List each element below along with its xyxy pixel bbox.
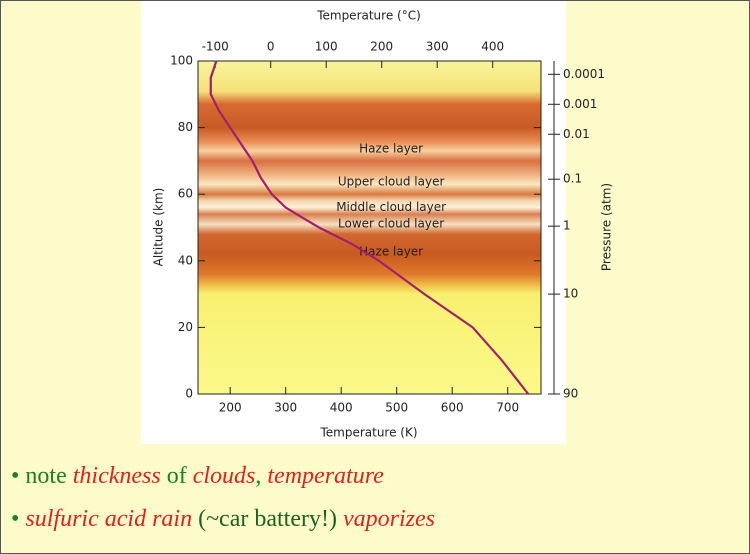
y-tick-label: 20 [178, 320, 193, 334]
bullet-text: thickness [73, 463, 161, 489]
y2-axis-title: Pressure (atm) [600, 183, 614, 271]
x2-tick-label: 100 [315, 40, 338, 54]
pressure-tick-label: 10 [563, 287, 578, 301]
bullet-2: • sulfuric acid rain (~car battery!) vap… [11, 506, 435, 533]
x2-tick-label: 400 [481, 40, 504, 54]
y-tick-label: 40 [178, 253, 193, 267]
chart: Temperature (°C) Temperature (K) Altitud… [1, 1, 749, 446]
bullet-1: • note thickness of clouds, temperature [11, 463, 384, 490]
bullet-mark: • [11, 506, 19, 532]
x-tick-label: 500 [385, 401, 408, 415]
x-tick-label: 600 [441, 401, 464, 415]
x-tick-label: 400 [330, 401, 353, 415]
bullet-text: note [25, 463, 72, 489]
bullet-text: , [255, 463, 267, 489]
x2-tick-label: 200 [370, 40, 393, 54]
bullet-text: clouds [193, 463, 256, 489]
bullet-text: temperature [267, 463, 383, 489]
x2-tick-label: -100 [202, 40, 229, 54]
y-tick-label: 100 [170, 54, 193, 68]
bullet-mark: • [11, 463, 19, 489]
y-tick-label: 60 [178, 187, 193, 201]
pressure-tick-label: 0.0001 [563, 67, 605, 81]
y-axis-title: Altitude (km) [152, 188, 166, 267]
layer-label: Upper cloud layer [338, 175, 445, 189]
pressure-tick-label: 0.01 [563, 127, 590, 141]
y-tick-label: 0 [185, 387, 193, 401]
x-tick-label: 300 [274, 401, 297, 415]
bullet-text: of [161, 463, 193, 489]
layer-label: Haze layer [359, 245, 423, 259]
x-tick-label: 700 [496, 401, 519, 415]
layer-label: Middle cloud layer [336, 200, 446, 214]
bullet-text: (~car battery!) [192, 506, 343, 532]
slide: Temperature (°C) Temperature (K) Altitud… [0, 0, 750, 554]
pressure-tick-label: 1 [563, 219, 571, 233]
x2-tick-label: 300 [426, 40, 449, 54]
x2-tick-label: 0 [267, 40, 275, 54]
pressure-tick-label: 0.1 [563, 172, 582, 186]
bullet-text: sulfuric acid rain [25, 506, 192, 532]
pressure-tick-label: 0.001 [563, 97, 597, 111]
pressure-tick-label: 90 [563, 387, 578, 401]
layer-label: Haze layer [359, 142, 423, 156]
x-tick-label: 200 [219, 401, 242, 415]
top-axis-title: Temperature (°C) [316, 9, 421, 23]
y-tick-label: 80 [178, 120, 193, 134]
x-axis-title: Temperature (K) [319, 426, 417, 440]
layer-label: Lower cloud layer [338, 217, 444, 231]
bullet-text: vaporizes [343, 506, 435, 532]
